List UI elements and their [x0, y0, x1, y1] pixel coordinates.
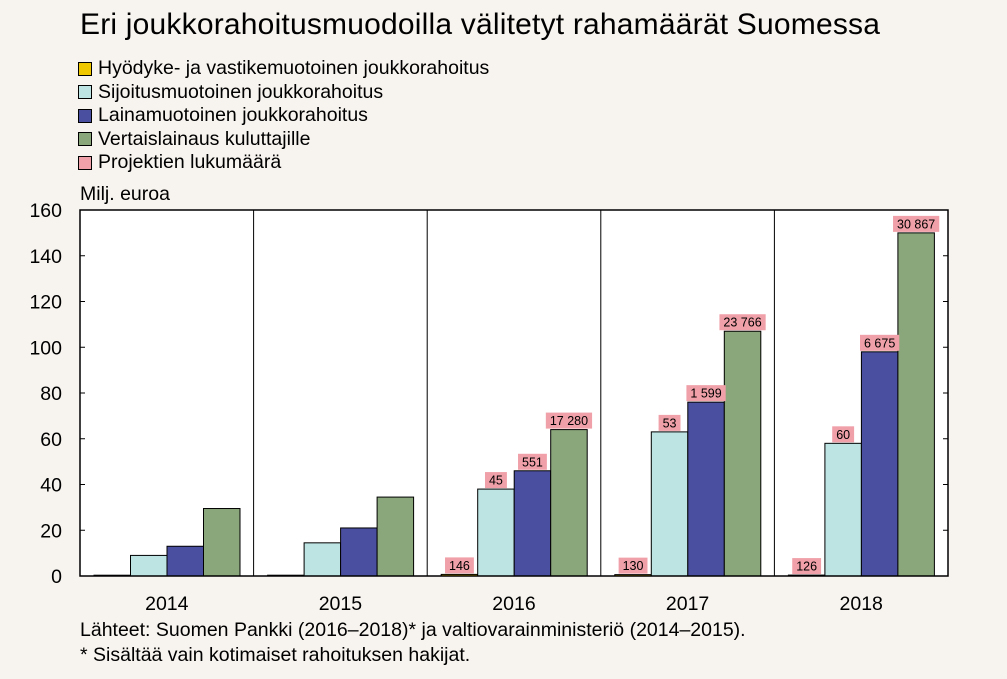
legend-swatch-sijoitus: [78, 85, 92, 100]
project-count-label: 53: [663, 416, 677, 430]
legend-label-vertaislainaus: Vertaislainaus kuluttajille: [98, 127, 311, 150]
y-tick-label: 140: [29, 246, 62, 268]
project-count-box: [832, 426, 855, 443]
project-count-label: 17 280: [550, 414, 588, 428]
project-count-label: 45: [489, 474, 503, 488]
y-tick-label: 40: [40, 475, 62, 497]
project-count-box: [618, 557, 648, 574]
project-count-box: [792, 558, 822, 575]
project-count-label: 551: [522, 455, 543, 469]
legend-item-projektit: Projektien lukumäärä: [78, 151, 489, 175]
project-count-label: 126: [796, 560, 817, 574]
legend-label-laina: Lainamuotoinen joukkorahoitus: [98, 104, 368, 126]
y-tick-label: 0: [51, 566, 62, 588]
legend-label-projektit: Projektien lukumäärä: [98, 151, 282, 173]
bar-2018-series-2: [860, 351, 899, 577]
project-count-box: [860, 334, 900, 351]
x-tick-label: 2015: [319, 593, 363, 615]
legend-swatch-laina: [78, 108, 92, 123]
bar-2017-series-3: [723, 330, 762, 577]
project-count-label: 1 599: [690, 387, 721, 401]
y-axis-unit-label: Milj. euroa: [80, 183, 170, 205]
bar-2016-series-2: [513, 470, 552, 577]
footnote-asterisk: * Sisältää vain kotimaiset rahoituksen h…: [80, 644, 471, 666]
bar-2016-series-1: [477, 488, 515, 577]
project-count-label: 130: [623, 559, 644, 573]
footnotes: Lähteet: Suomen Pankki (2016–2018)* ja v…: [80, 618, 746, 668]
project-count-box: [893, 215, 940, 232]
bar-2014-series-3: [203, 508, 241, 577]
x-tick-label: 2016: [492, 593, 535, 615]
project-count-box: [518, 453, 547, 470]
bar-2015-series-2: [340, 527, 378, 577]
project-count-box: [686, 385, 726, 402]
legend-item-laina: Lainamuotoinen joukkorahoitus: [78, 104, 489, 128]
y-tick-label: 100: [29, 337, 62, 359]
plot-frame: [79, 209, 949, 577]
y-tick-label: 80: [40, 383, 62, 405]
bar-2017-series-2: [687, 401, 725, 577]
y-tick-label: 160: [29, 200, 62, 222]
bar-2018-series-1: [824, 442, 862, 577]
project-count-label: 60: [836, 428, 850, 442]
y-tick-label: 20: [40, 520, 62, 542]
legend-swatch-vertaislainaus: [78, 132, 92, 147]
project-count-label: 30 867: [897, 217, 935, 231]
y-tick-label: 120: [29, 292, 62, 314]
project-count-label: 6 675: [864, 336, 895, 350]
legend-item-hyodyke: Hyödyke- ja vastikemuotoinen joukkorahoi…: [78, 57, 489, 81]
project-count-label: 146: [449, 559, 470, 573]
bar-2014-series-1: [130, 554, 168, 577]
legend-label-hyodyke: Hyödyke- ja vastikemuotoinen joukkorahoi…: [98, 57, 490, 79]
project-count-box: [545, 412, 593, 429]
bar-2018-series-3: [897, 232, 935, 577]
legend-label-sijoitus: Sijoitusmuotoinen joukkorahoitus: [98, 80, 384, 103]
x-tick-label: 2014: [145, 593, 189, 615]
bar-2015-series-3: [376, 496, 415, 577]
y-tick-label: 60: [40, 429, 62, 451]
legend-swatch-projektit: [78, 155, 92, 170]
bar-2016-series-3: [550, 429, 588, 577]
chart-title: Eri joukkorahoitusmuodoilla välitetyt ra…: [80, 8, 881, 41]
footnote-sources: Lähteet: Suomen Pankki (2016–2018)* ja v…: [80, 619, 746, 641]
legend: Hyödyke- ja vastikemuotoinen joukkorahoi…: [78, 57, 489, 175]
project-count-label: 23 766: [723, 316, 761, 330]
project-count-box: [445, 557, 474, 574]
legend-item-vertaislainaus: Vertaislainaus kuluttajille: [78, 128, 489, 152]
bar-2015-series-1: [303, 542, 342, 577]
x-tick-label: 2017: [666, 593, 709, 615]
project-count-box: [484, 472, 507, 489]
legend-item-sijoitus: Sijoitusmuotoinen joukkorahoitus: [78, 81, 489, 105]
bar-2014-series-2: [166, 545, 204, 577]
x-tick-label: 2018: [840, 593, 883, 615]
bar-2017-series-1: [650, 431, 689, 577]
project-count-box: [658, 414, 681, 431]
legend-swatch-hyodyke: [78, 61, 92, 76]
project-count-box: [719, 314, 766, 331]
